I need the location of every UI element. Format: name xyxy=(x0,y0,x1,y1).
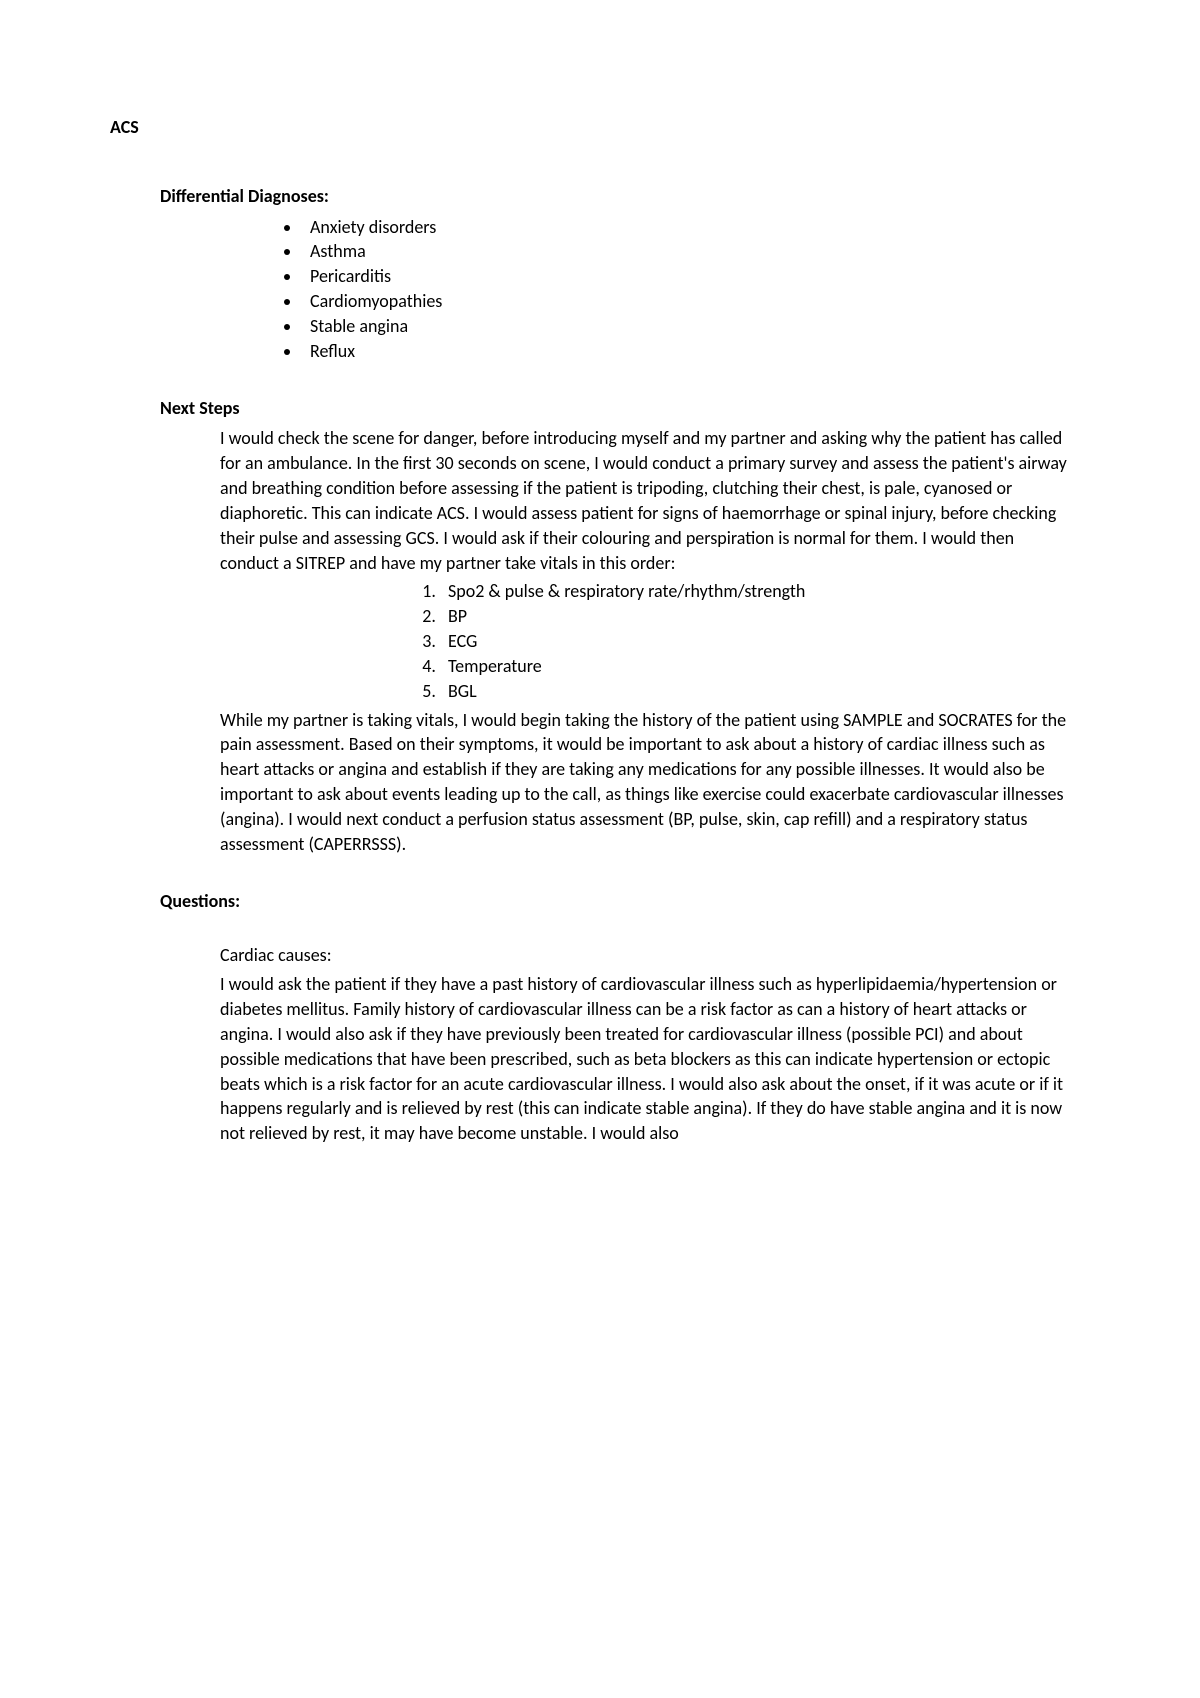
list-item: BGL xyxy=(440,679,1090,704)
next-steps-heading: Next Steps xyxy=(160,396,1090,421)
next-steps-paragraph-1: I would check the scene for danger, befo… xyxy=(220,426,1070,575)
list-item: Anxiety disorders xyxy=(302,215,1090,240)
differential-heading: Differential Diagnoses: xyxy=(160,184,1090,209)
list-item: Temperature xyxy=(440,654,1090,679)
list-item: ECG xyxy=(440,629,1090,654)
list-item: Pericarditis xyxy=(302,264,1090,289)
page-title: ACS xyxy=(110,115,1090,140)
vitals-list: Spo2 & pulse & respiratory rate/rhythm/s… xyxy=(440,579,1090,703)
list-item: Spo2 & pulse & respiratory rate/rhythm/s… xyxy=(440,579,1090,604)
list-item: Cardiomyopathies xyxy=(302,289,1090,314)
list-item: BP xyxy=(440,604,1090,629)
list-item: Stable angina xyxy=(302,314,1090,339)
questions-heading: Questions: xyxy=(160,889,1090,914)
differential-list: Anxiety disorders Asthma Pericarditis Ca… xyxy=(302,215,1090,364)
list-item: Reflux xyxy=(302,339,1090,364)
cardiac-paragraph: I would ask the patient if they have a p… xyxy=(220,972,1070,1146)
cardiac-subheading: Cardiac causes: xyxy=(220,943,1090,968)
list-item: Asthma xyxy=(302,239,1090,264)
next-steps-paragraph-2: While my partner is taking vitals, I wou… xyxy=(220,708,1070,857)
